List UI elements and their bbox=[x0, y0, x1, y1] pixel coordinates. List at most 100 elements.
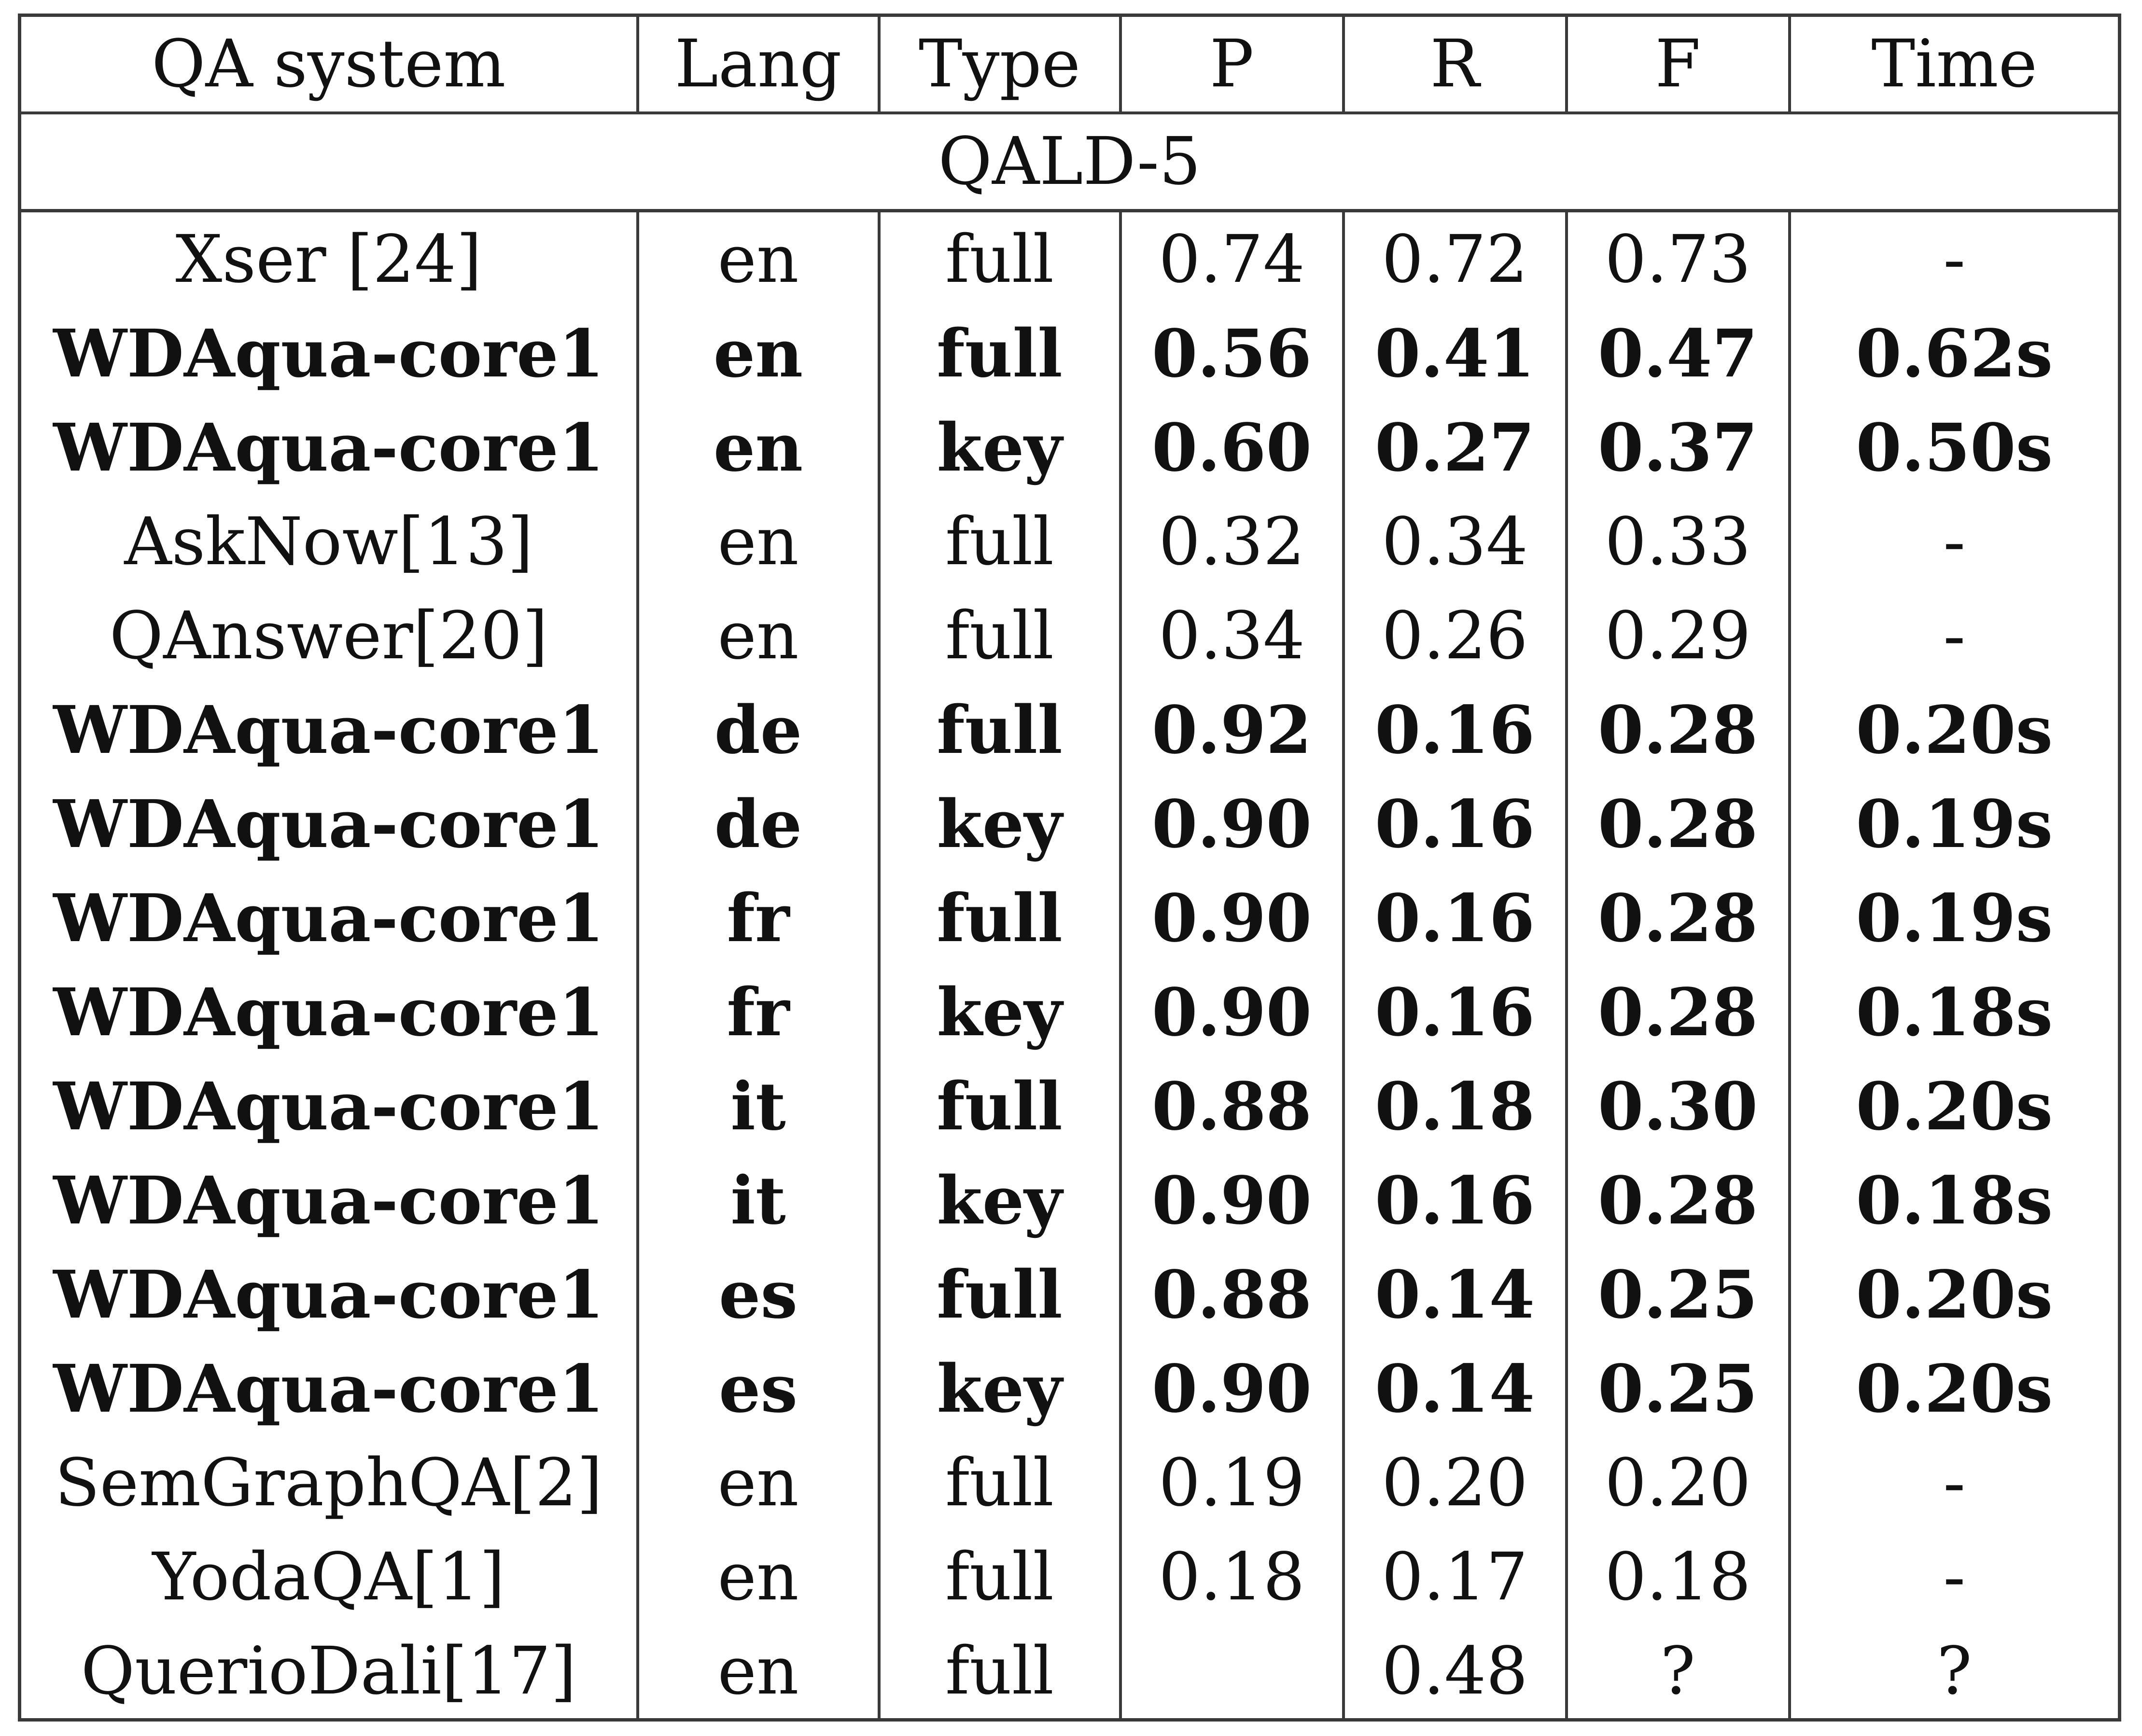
cell-type: full bbox=[877, 210, 1122, 306]
cell-time: 0.19s bbox=[1788, 777, 2121, 871]
cell-qa-system: SemGraphQA[2] bbox=[18, 1436, 639, 1530]
cell-f-measure: 0.73 bbox=[1565, 210, 1791, 306]
cell-recall: 0.41 bbox=[1342, 306, 1568, 401]
cell-lang: de bbox=[636, 777, 881, 871]
cell-recall: 0.16 bbox=[1342, 1153, 1568, 1248]
cell-type: full bbox=[877, 1624, 1122, 1720]
cell-time: 0.19s bbox=[1788, 871, 2121, 965]
cell-recall: 0.20 bbox=[1342, 1436, 1568, 1530]
table-row: SemGraphQA[2] en full 0.19 0.20 0.20- bbox=[18, 1436, 2121, 1530]
cell-f-measure: 0.28 bbox=[1565, 1153, 1791, 1248]
cell-time: - bbox=[1788, 495, 2121, 589]
cell-f-measure: 0.37 bbox=[1565, 401, 1791, 495]
table-row: QAnswer[20] en full 0.34 0.26 0.29- bbox=[18, 589, 2121, 683]
cell-time: 0.20s bbox=[1788, 1059, 2121, 1153]
cell-qa-system: WDAqua-core1 bbox=[18, 871, 639, 965]
cell-time: 0.20s bbox=[1788, 1248, 2121, 1342]
cell-qa-system: WDAqua-core1 bbox=[18, 1153, 639, 1248]
cell-f-measure: 0.28 bbox=[1565, 777, 1791, 871]
cell-precision: 0.32 bbox=[1119, 495, 1345, 589]
table-row: WDAqua-core1 it key 0.90 0.16 0.28 0.18s bbox=[18, 1153, 2121, 1248]
table-row: WDAqua-core1 fr key 0.90 0.16 0.28 0.18s bbox=[18, 965, 2121, 1059]
cell-f-measure: 0.25 bbox=[1565, 1342, 1791, 1436]
cell-f-measure: 0.33 bbox=[1565, 495, 1791, 589]
cell-precision: 0.90 bbox=[1119, 965, 1345, 1059]
cell-qa-system: WDAqua-core1 bbox=[18, 1342, 639, 1436]
cell-precision: 0.88 bbox=[1119, 1248, 1345, 1342]
cell-type: key bbox=[877, 965, 1122, 1059]
cell-f-measure: 0.30 bbox=[1565, 1059, 1791, 1153]
cell-precision: 0.60 bbox=[1119, 401, 1345, 495]
cell-recall: 0.14 bbox=[1342, 1248, 1568, 1342]
cell-precision: 0.90 bbox=[1119, 871, 1345, 965]
cell-f-measure: 0.47 bbox=[1565, 306, 1791, 401]
cell-recall: 0.27 bbox=[1342, 401, 1568, 495]
cell-recall: 0.16 bbox=[1342, 777, 1568, 871]
results-table: QA system Lang Type P R F Time QALD-5 Xs… bbox=[18, 14, 2121, 1722]
cell-precision bbox=[1119, 1624, 1345, 1720]
cell-qa-system: Xser [24] bbox=[18, 210, 639, 306]
cell-time: 0.20s bbox=[1788, 683, 2121, 777]
cell-f-measure: 0.28 bbox=[1565, 965, 1791, 1059]
table-row: WDAqua-core1 es key 0.90 0.14 0.25 0.20s bbox=[18, 1342, 2121, 1436]
header-time: Time bbox=[1788, 15, 2121, 114]
cell-lang: en bbox=[636, 1624, 881, 1720]
cell-type: full bbox=[877, 589, 1122, 683]
cell-lang: fr bbox=[636, 871, 881, 965]
header-lang: Lang bbox=[636, 15, 881, 114]
cell-lang: en bbox=[636, 495, 881, 589]
cell-precision: 0.19 bbox=[1119, 1436, 1345, 1530]
cell-lang: en bbox=[636, 401, 881, 495]
cell-precision: 0.90 bbox=[1119, 1342, 1345, 1436]
cell-recall: 0.72 bbox=[1342, 210, 1568, 306]
cell-qa-system: QAnswer[20] bbox=[18, 589, 639, 683]
cell-type: full bbox=[877, 871, 1122, 965]
cell-lang: it bbox=[636, 1059, 881, 1153]
cell-type: full bbox=[877, 1530, 1122, 1624]
header-f-measure: F bbox=[1565, 15, 1791, 114]
cell-precision: 0.90 bbox=[1119, 1153, 1345, 1248]
cell-lang: es bbox=[636, 1248, 881, 1342]
cell-qa-system: YodaQA[1] bbox=[18, 1530, 639, 1624]
cell-type: full bbox=[877, 1248, 1122, 1342]
cell-recall: 0.48 bbox=[1342, 1624, 1568, 1720]
cell-time: 0.18s bbox=[1788, 1153, 2121, 1248]
cell-lang: it bbox=[636, 1153, 881, 1248]
cell-qa-system: WDAqua-core1 bbox=[18, 965, 639, 1059]
cell-type: full bbox=[877, 1436, 1122, 1530]
cell-f-measure: 0.29 bbox=[1565, 589, 1791, 683]
cell-time: 0.50s bbox=[1788, 401, 2121, 495]
cell-recall: 0.34 bbox=[1342, 495, 1568, 589]
table-row: WDAqua-core1 de full 0.92 0.16 0.28 0.20s bbox=[18, 683, 2121, 777]
cell-qa-system: WDAqua-core1 bbox=[18, 683, 639, 777]
column-header-row: QA system Lang Type P R F Time bbox=[18, 15, 2121, 114]
cell-time: 0.20s bbox=[1788, 1342, 2121, 1436]
table-row: WDAqua-core1 en full 0.56 0.41 0.47 0.62s bbox=[18, 306, 2121, 401]
cell-qa-system: WDAqua-core1 bbox=[18, 777, 639, 871]
cell-precision: 0.74 bbox=[1119, 210, 1345, 306]
header-recall: R bbox=[1342, 15, 1568, 114]
cell-time: - bbox=[1788, 210, 2121, 306]
table-row: WDAqua-core1 es full 0.88 0.14 0.25 0.20s bbox=[18, 1248, 2121, 1342]
cell-lang: fr bbox=[636, 965, 881, 1059]
cell-precision: 0.18 bbox=[1119, 1530, 1345, 1624]
cell-lang: de bbox=[636, 683, 881, 777]
cell-time: ? bbox=[1788, 1624, 2121, 1720]
cell-recall: 0.18 bbox=[1342, 1059, 1568, 1153]
cell-precision: 0.92 bbox=[1119, 683, 1345, 777]
table-row: WDAqua-core1 de key 0.90 0.16 0.28 0.19s bbox=[18, 777, 2121, 871]
table-row: AskNow[13] en full 0.32 0.34 0.33- bbox=[18, 495, 2121, 589]
cell-lang: es bbox=[636, 1342, 881, 1436]
cell-lang: en bbox=[636, 1530, 881, 1624]
cell-time: - bbox=[1788, 1530, 2121, 1624]
section-row: QALD-5 bbox=[18, 113, 2121, 212]
cell-type: full bbox=[877, 1059, 1122, 1153]
cell-f-measure: 0.20 bbox=[1565, 1436, 1791, 1530]
header-precision: P bbox=[1119, 15, 1345, 114]
table-row: WDAqua-core1 en key 0.60 0.27 0.37 0.50s bbox=[18, 401, 2121, 495]
cell-type: full bbox=[877, 495, 1122, 589]
table-row: QuerioDali[17] en full 0.48?? bbox=[18, 1624, 2121, 1720]
cell-f-measure: 0.28 bbox=[1565, 871, 1791, 965]
cell-precision: 0.90 bbox=[1119, 777, 1345, 871]
header-type: Type bbox=[877, 15, 1122, 114]
